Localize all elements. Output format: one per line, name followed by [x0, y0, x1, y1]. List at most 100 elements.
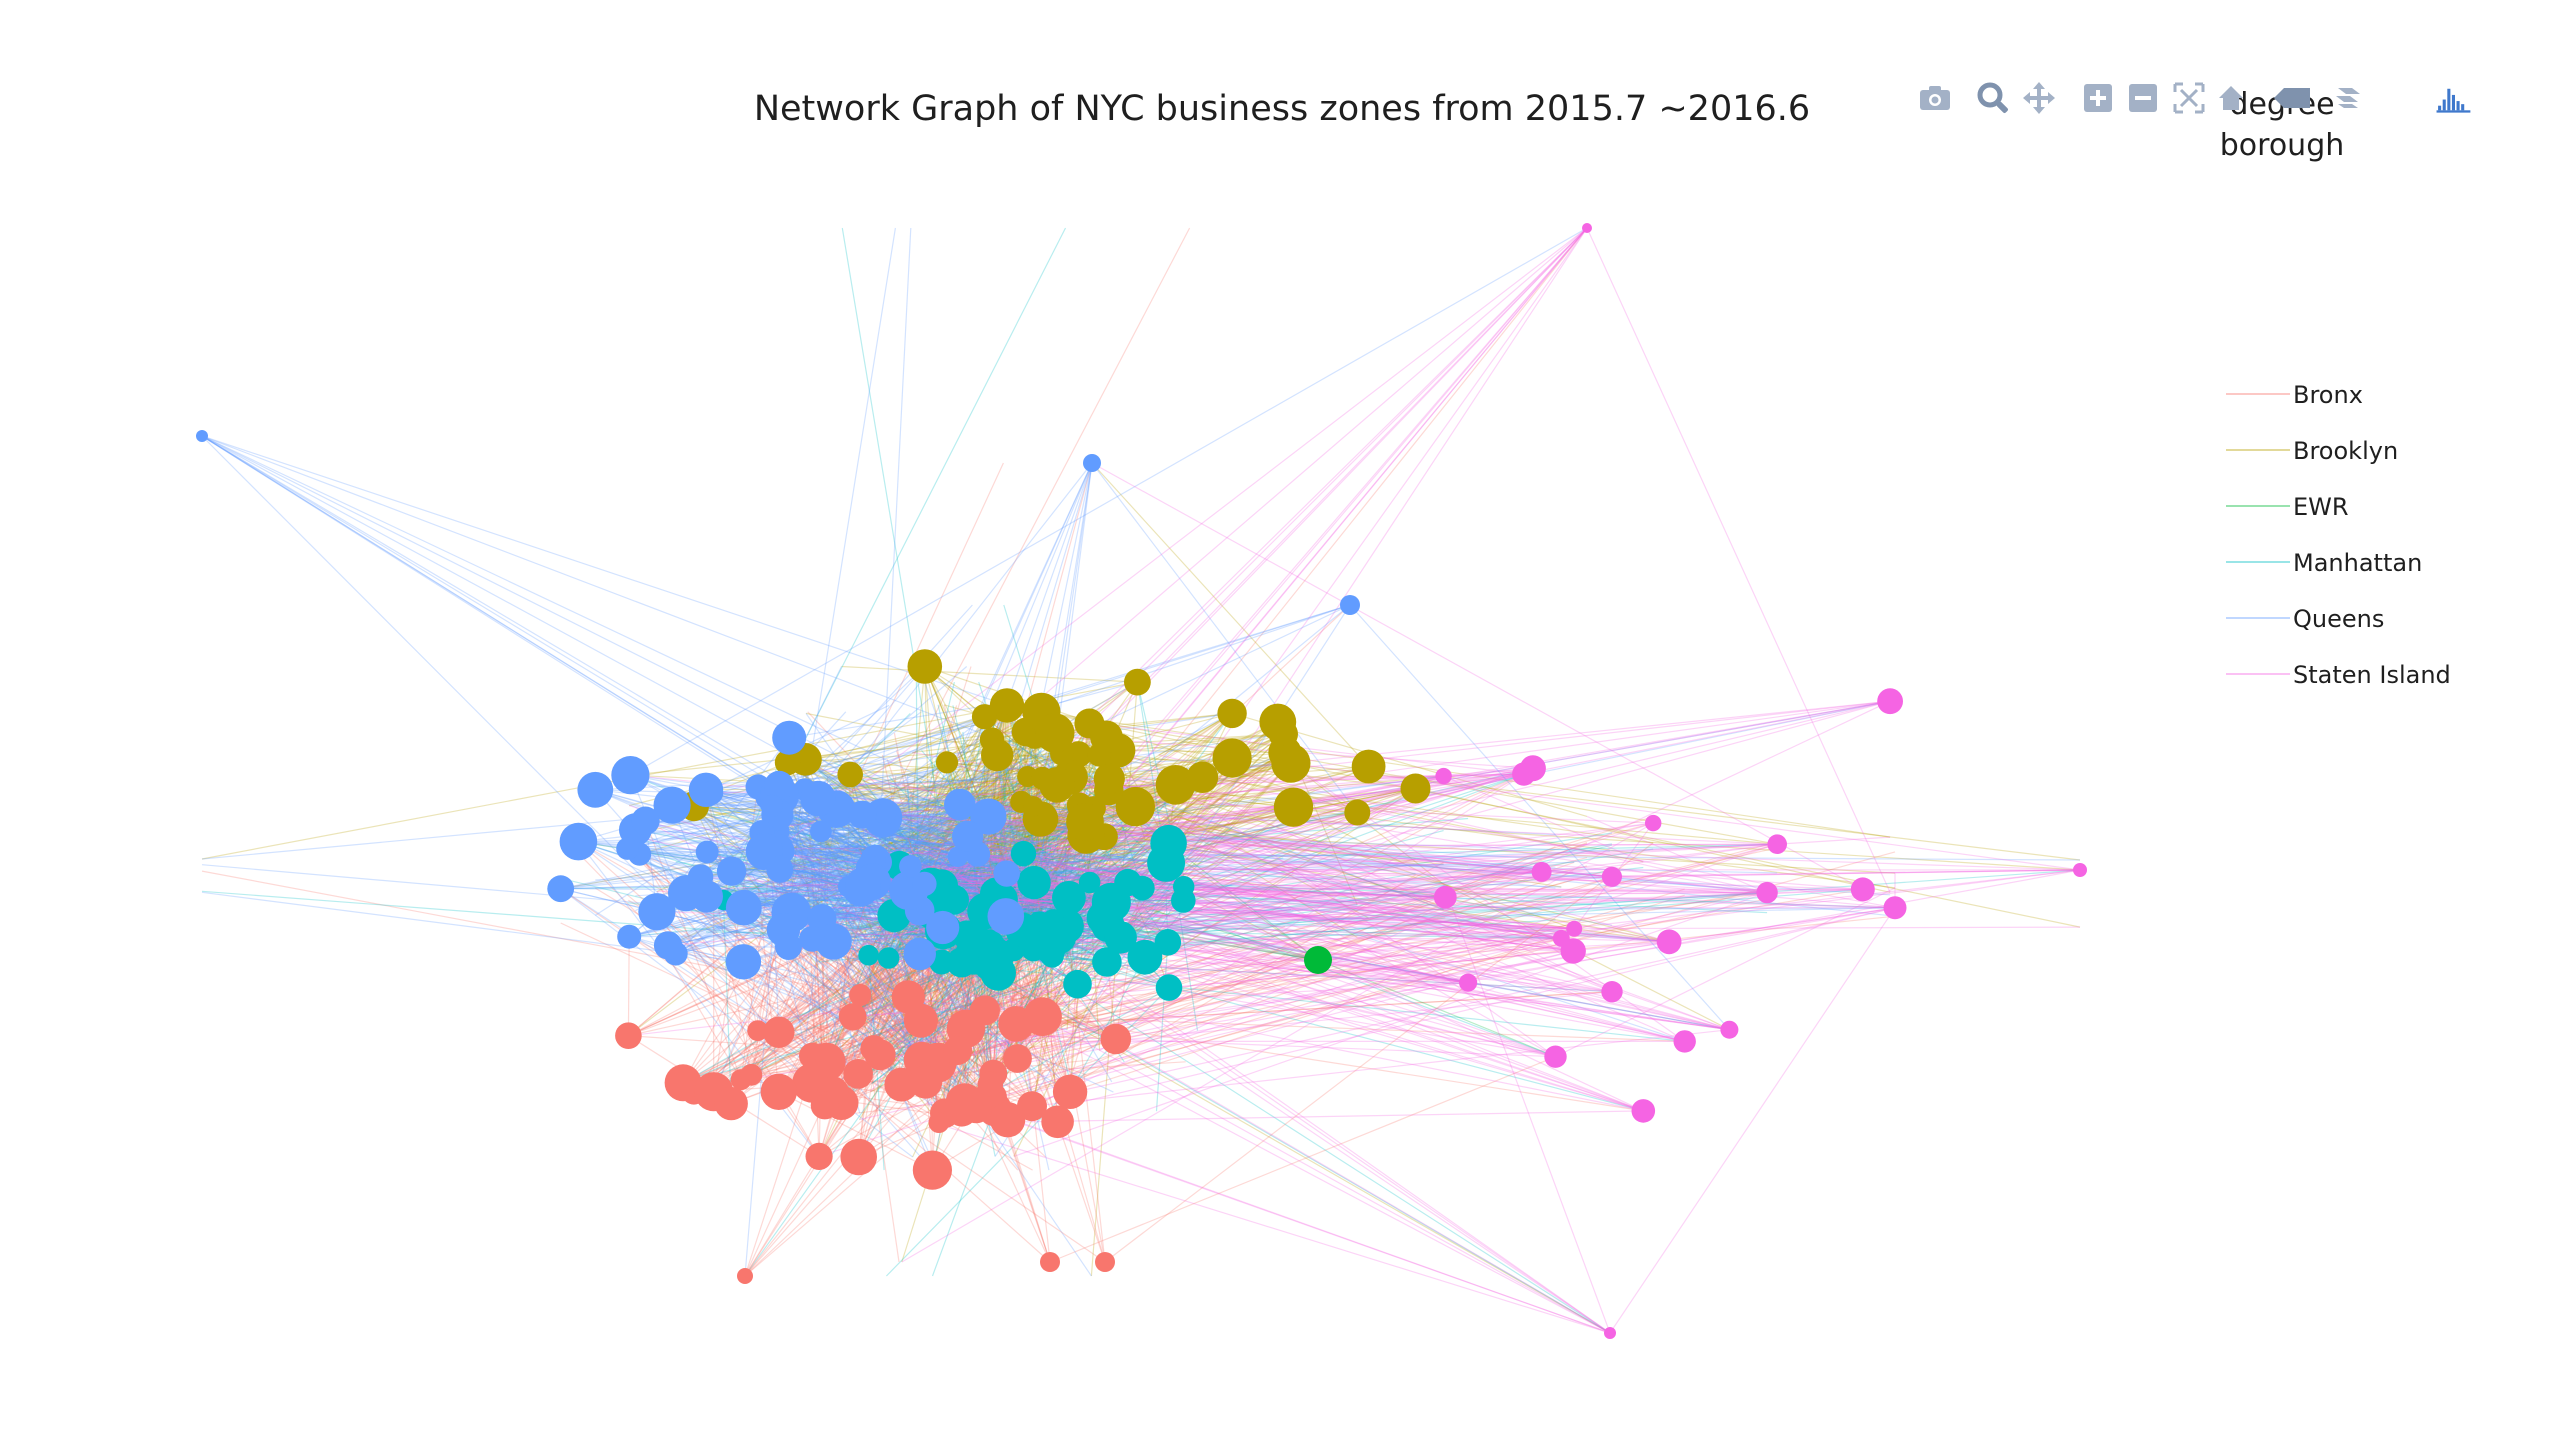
network-node-manhattan[interactable] — [858, 944, 879, 966]
network-node-queens[interactable] — [947, 846, 968, 867]
network-node-queens[interactable] — [772, 720, 807, 755]
network-node-staten-island[interactable] — [1459, 973, 1478, 992]
network-node-queens[interactable] — [970, 798, 1007, 835]
network-node-bronx[interactable] — [1017, 1091, 1047, 1122]
network-node-bronx[interactable] — [860, 1035, 887, 1062]
network-node-manhattan[interactable] — [1173, 875, 1195, 898]
network-node-bronx[interactable] — [1052, 1074, 1088, 1110]
network-node-bronx[interactable] — [1023, 997, 1062, 1037]
network-node-brooklyn[interactable] — [971, 704, 998, 730]
network-node-queens[interactable] — [1083, 454, 1101, 472]
network-node-staten-island[interactable] — [1756, 881, 1778, 904]
network-node-manhattan[interactable] — [1155, 974, 1183, 1001]
network-node-brooklyn[interactable] — [1115, 786, 1156, 827]
network-node-staten-island[interactable] — [2073, 863, 2087, 877]
legend-item-ewr[interactable]: EWR — [2226, 493, 2349, 521]
legend-item-staten-island[interactable]: Staten Island — [2226, 661, 2451, 689]
network-node-queens[interactable] — [653, 931, 683, 960]
network-node-queens[interactable] — [725, 889, 762, 926]
network-node-staten-island[interactable] — [1552, 929, 1570, 947]
network-node-brooklyn[interactable] — [1400, 773, 1431, 804]
network-node-staten-island[interactable] — [1604, 1327, 1616, 1339]
network-node-queens[interactable] — [577, 771, 614, 808]
network-node-brooklyn[interactable] — [1212, 738, 1252, 778]
network-node-staten-island[interactable] — [1631, 1099, 1656, 1123]
zoom-out-icon[interactable] — [2123, 78, 2163, 118]
network-node-bronx[interactable] — [760, 1073, 797, 1111]
network-node-bronx[interactable] — [1040, 1252, 1060, 1272]
legend-item-manhattan[interactable]: Manhattan — [2226, 549, 2422, 577]
network-node-brooklyn[interactable] — [1039, 767, 1075, 803]
network-node-bronx[interactable] — [815, 1049, 837, 1071]
network-node-brooklyn[interactable] — [837, 761, 863, 788]
network-node-brooklyn[interactable] — [1344, 799, 1371, 826]
network-node-staten-island[interactable] — [1433, 885, 1457, 909]
network-node-queens[interactable] — [800, 780, 836, 817]
network-node-bronx[interactable] — [839, 1003, 867, 1031]
network-node-queens[interactable] — [760, 794, 783, 818]
network-node-brooklyn[interactable] — [1351, 749, 1386, 784]
network-node-bronx[interactable] — [928, 1112, 950, 1133]
network-node-manhattan[interactable] — [1150, 824, 1187, 862]
network-node-queens[interactable] — [690, 880, 723, 913]
reset-axes-icon[interactable] — [2211, 78, 2251, 118]
network-node-queens[interactable] — [899, 855, 922, 878]
network-node-staten-island[interactable] — [1645, 814, 1662, 832]
legend-item-queens[interactable]: Queens — [2226, 605, 2384, 633]
network-node-manhattan[interactable] — [1154, 929, 1182, 956]
network-node-manhattan[interactable] — [877, 947, 900, 969]
network-node-manhattan[interactable] — [1078, 871, 1101, 894]
network-node-brooklyn[interactable] — [1217, 698, 1247, 729]
network-node-queens[interactable] — [764, 770, 795, 801]
network-node-brooklyn[interactable] — [1268, 719, 1299, 749]
network-node-bronx[interactable] — [1100, 1023, 1132, 1055]
network-node-queens[interactable] — [716, 856, 747, 886]
network-node-bronx[interactable] — [945, 1083, 984, 1122]
network-node-staten-island[interactable] — [1435, 767, 1452, 785]
network-node-queens[interactable] — [699, 781, 724, 805]
network-node-queens[interactable] — [547, 875, 575, 903]
network-node-brooklyn[interactable] — [774, 749, 801, 776]
network-node-queens[interactable] — [617, 924, 642, 949]
network-node-queens[interactable] — [695, 840, 719, 864]
network-node-staten-island[interactable] — [1673, 1030, 1696, 1053]
network-node-bronx[interactable] — [840, 1138, 877, 1176]
legend-item-brooklyn[interactable]: Brooklyn — [2226, 437, 2398, 465]
network-node-bronx[interactable] — [1041, 1105, 1074, 1139]
network-node-queens[interactable] — [775, 933, 802, 960]
network-node-queens[interactable] — [631, 806, 660, 835]
network-node-brooklyn[interactable] — [935, 751, 959, 774]
network-node-bronx[interactable] — [1095, 1252, 1115, 1272]
network-node-manhattan[interactable] — [946, 947, 977, 978]
network-node-bronx[interactable] — [737, 1268, 753, 1284]
network-node-manhattan[interactable] — [1017, 865, 1051, 900]
network-node-staten-island[interactable] — [1512, 762, 1536, 786]
network-node-bronx[interactable] — [714, 1086, 748, 1121]
plotly-logo-icon[interactable] — [2435, 78, 2487, 118]
network-node-bronx[interactable] — [908, 1065, 943, 1099]
network-node-bronx[interactable] — [763, 1016, 795, 1048]
network-node-bronx[interactable] — [843, 1059, 873, 1089]
network-node-queens[interactable] — [611, 756, 650, 795]
network-node-queens[interactable] — [810, 820, 832, 843]
network-node-queens[interactable] — [559, 822, 598, 861]
network-node-queens[interactable] — [848, 800, 877, 829]
zoom-in-icon[interactable] — [2078, 78, 2118, 118]
network-node-brooklyn[interactable] — [1186, 761, 1219, 793]
network-node-queens[interactable] — [874, 802, 897, 825]
network-node-queens[interactable] — [725, 944, 762, 980]
network-node-bronx[interactable] — [615, 1022, 642, 1049]
network-node-manhattan[interactable] — [1092, 947, 1122, 977]
network-node-brooklyn[interactable] — [907, 649, 943, 684]
network-node-brooklyn[interactable] — [1066, 803, 1104, 841]
network-node-staten-island[interactable] — [1720, 1020, 1739, 1039]
network-node-bronx[interactable] — [977, 1071, 1004, 1097]
network-node-brooklyn[interactable] — [996, 694, 1017, 715]
network-node-brooklyn[interactable] — [1022, 796, 1044, 817]
network-node-queens[interactable] — [987, 898, 1025, 935]
network-node-queens[interactable] — [903, 937, 936, 971]
network-node-queens[interactable] — [993, 860, 1020, 887]
network-node-staten-island[interactable] — [1566, 920, 1583, 937]
network-node-ewr[interactable] — [1304, 946, 1332, 974]
network-node-queens[interactable] — [766, 855, 794, 883]
